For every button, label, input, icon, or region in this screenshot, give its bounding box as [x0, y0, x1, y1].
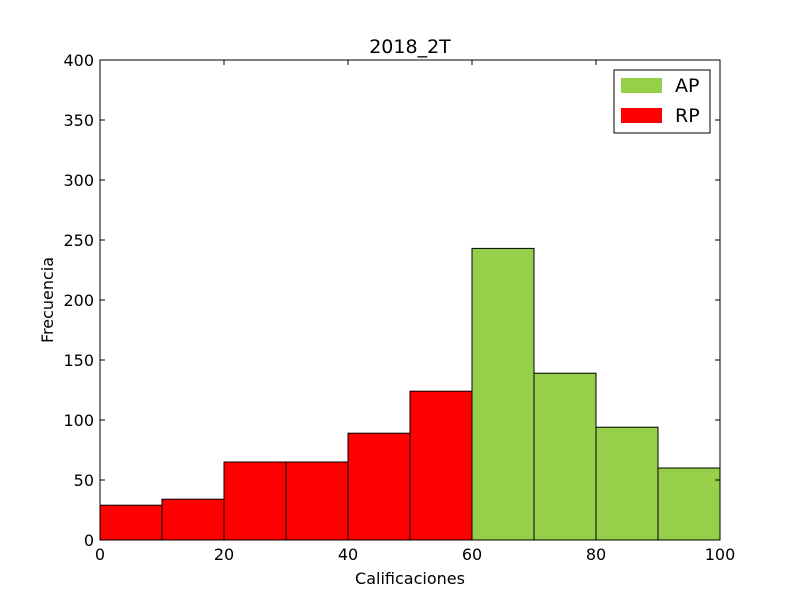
- x-axis-label: Calificaciones: [355, 569, 465, 588]
- bar-ap-70: [533, 372, 597, 541]
- bar-ap-80: [595, 426, 659, 541]
- y-axis-label: Frecuencia: [38, 257, 57, 343]
- plot-frame: [99, 59, 721, 541]
- x-tick-label: 20: [214, 545, 234, 564]
- legend-label-ap: AP: [675, 75, 699, 97]
- legend: AP RP: [613, 69, 711, 134]
- x-tick-label: 100: [705, 545, 736, 564]
- bar-rp-40: [347, 432, 411, 541]
- bar-ap-60: [471, 247, 535, 541]
- y-tick-label: 0: [84, 531, 94, 550]
- y-tick-label: 100: [63, 411, 94, 430]
- bar-rp-20: [223, 461, 287, 541]
- legend-label-rp: RP: [675, 105, 700, 127]
- bar-rp-50: [409, 390, 473, 541]
- x-tick-label: 0: [95, 545, 105, 564]
- x-tick-label: 40: [338, 545, 358, 564]
- y-tick-label: 300: [63, 171, 94, 190]
- y-tick-label: 250: [63, 231, 94, 250]
- chart-title: 2018_2T: [369, 36, 451, 58]
- y-tick-label: 400: [63, 51, 94, 70]
- bar-ap-90: [657, 467, 721, 541]
- x-tick-label: 80: [586, 545, 606, 564]
- legend-swatch-ap: [621, 78, 662, 93]
- y-tick-label: 150: [63, 351, 94, 370]
- ticks-group: 0 20 40 60 80 100 0 50 100 150 200 250 300 350 400: [63, 51, 735, 564]
- bar-rp-0: [99, 504, 163, 541]
- y-tick-label: 350: [63, 111, 94, 130]
- y-tick-label: 200: [63, 291, 94, 310]
- legend-swatch-rp: [621, 108, 662, 123]
- bar-rp-10: [161, 498, 225, 541]
- x-tick-label: 60: [462, 545, 482, 564]
- bar-rp-30: [285, 461, 349, 541]
- bars-group: [99, 247, 721, 541]
- y-tick-label: 50: [74, 471, 94, 490]
